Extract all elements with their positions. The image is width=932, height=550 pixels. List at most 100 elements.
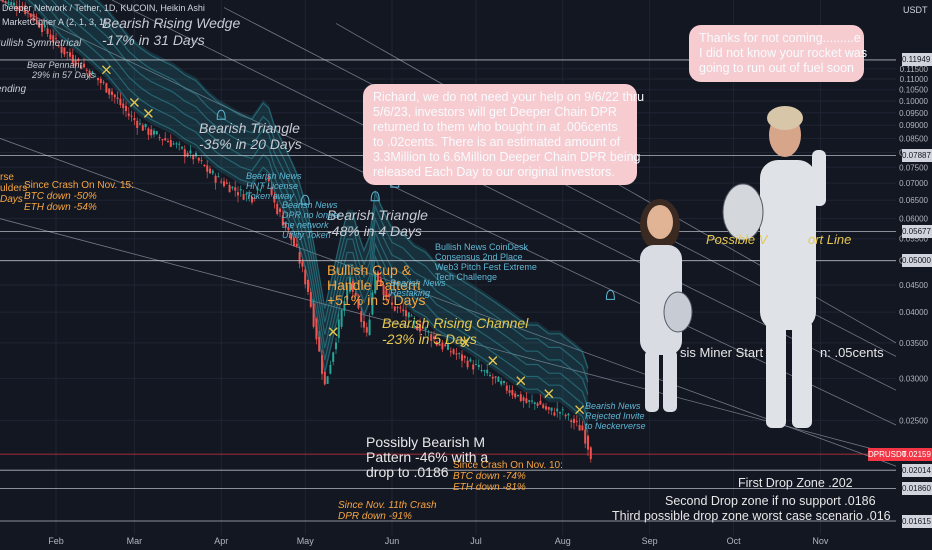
candle-body [27, 10, 29, 13]
candle-body [584, 429, 587, 444]
cross-marker [575, 405, 585, 415]
x-tick-label: Mar [127, 536, 143, 546]
candle-body [158, 136, 161, 138]
ribbon-line [50, 0, 589, 409]
candle-body [60, 46, 63, 53]
y-tick-label: 0.09000 [899, 121, 928, 130]
candle-body [365, 327, 368, 333]
candle-body [172, 143, 175, 145]
candle-body [438, 343, 441, 346]
level-price-label: 0.01860 [902, 481, 932, 495]
bubble-left-line: returned to them who bought in at .006ce… [373, 120, 618, 134]
candle-body [136, 120, 139, 128]
trend-line [0, 218, 897, 456]
astronaut-leg [663, 350, 677, 412]
candle-body [587, 435, 589, 450]
candle-body [242, 194, 245, 200]
annotation-bearish-triangle-2: Bearish Triangle [327, 207, 428, 223]
candle-body [435, 341, 438, 346]
astronaut-face [647, 205, 673, 239]
candle-body [363, 321, 365, 328]
news-hnt-1: Bearish News [246, 171, 302, 181]
level-price-label: 0.11949 [902, 53, 932, 67]
candle-body [267, 175, 270, 182]
ribbon-band [23, 0, 589, 437]
candle-body [102, 81, 105, 83]
candle-body [155, 131, 158, 135]
candle-body [525, 398, 528, 403]
candle-body [503, 381, 505, 384]
candle-body [315, 318, 318, 340]
candle-body [57, 45, 60, 47]
candle-body [175, 143, 178, 145]
level-price-label: 0.02159 [902, 447, 932, 461]
helmet [663, 291, 693, 333]
candle-body [427, 331, 430, 333]
helmet [722, 183, 764, 241]
candle-body [385, 290, 388, 298]
astronaut-suit [760, 160, 816, 330]
annotation-bearish-triangle-2-pct: -48% in 4 Days [327, 223, 422, 239]
candle-body [125, 105, 127, 112]
candle-body [15, 6, 18, 10]
candle-body [181, 146, 183, 149]
candle-body [517, 394, 519, 396]
candle-body [287, 227, 290, 231]
annotation-ending: ending [0, 84, 27, 95]
annotation-cup-handle-pct: +51% in 5 Days [327, 292, 426, 308]
y-tick-label: 0.03500 [899, 339, 928, 348]
trend-line [0, 0, 897, 426]
trend-line [111, 0, 897, 391]
news-hnt-2: HNT License [246, 181, 299, 191]
candle-body [293, 238, 295, 247]
x-tick-label: Jul [470, 536, 482, 546]
bell-icon [370, 191, 380, 202]
candle-body [164, 138, 167, 141]
candle-body [539, 400, 542, 405]
candle-body [1, 0, 4, 2]
annotation-m-pattern-1: Possibly Bearish M [366, 434, 486, 450]
annotation-days: Days [0, 194, 23, 205]
candle-body [486, 369, 489, 374]
candle-body [399, 307, 402, 309]
y-tick-label: 0.11500 [900, 65, 929, 74]
candle-body [203, 164, 206, 167]
candle-body [570, 420, 573, 423]
candle-body [111, 91, 113, 95]
ribbon-line [63, 0, 589, 395]
candle-body [360, 311, 363, 322]
candle-body [71, 54, 74, 63]
candle-body [298, 252, 301, 264]
candle-body [63, 47, 66, 55]
y-tick-label: 0.03000 [899, 374, 928, 383]
candle-body [444, 344, 447, 347]
ribbon-line [78, 0, 589, 383]
astronaut-leg [645, 350, 659, 412]
candle-body [195, 152, 197, 157]
candle-body [225, 182, 228, 184]
x-tick-label: Oct [727, 536, 742, 546]
candle-body [55, 38, 57, 40]
annotation-support-line-a: Possible V [706, 232, 768, 247]
candle-body [354, 292, 357, 297]
candle-body [312, 303, 315, 327]
x-tick-label: Jun [385, 536, 400, 546]
annotation-cup-handle-2: Handle Pattern [327, 277, 421, 293]
news-coindesk-3: Web3 Pitch Fest Extreme [435, 262, 537, 272]
candle-body [416, 325, 419, 331]
y-tick-label: 0.09500 [899, 109, 928, 118]
y-tick-label: 0.05500 [899, 235, 928, 244]
candle-body [477, 364, 480, 368]
news-neckerverse-3: to Neckerverse [585, 421, 646, 431]
candle-body [52, 35, 55, 43]
candle-body [43, 24, 46, 28]
candle-body [489, 375, 491, 377]
candle-body [391, 302, 393, 305]
x-tick-label: Aug [555, 536, 571, 546]
y-tick-label: 0.04000 [899, 308, 928, 317]
candle-body [13, 2, 15, 6]
time-axis: Feb Mar Apr May Jun Jul Aug Sep Oct Nov [48, 536, 829, 546]
candles [1, 0, 592, 463]
candle-body [547, 407, 550, 410]
news-utility-3: the network [282, 220, 329, 230]
